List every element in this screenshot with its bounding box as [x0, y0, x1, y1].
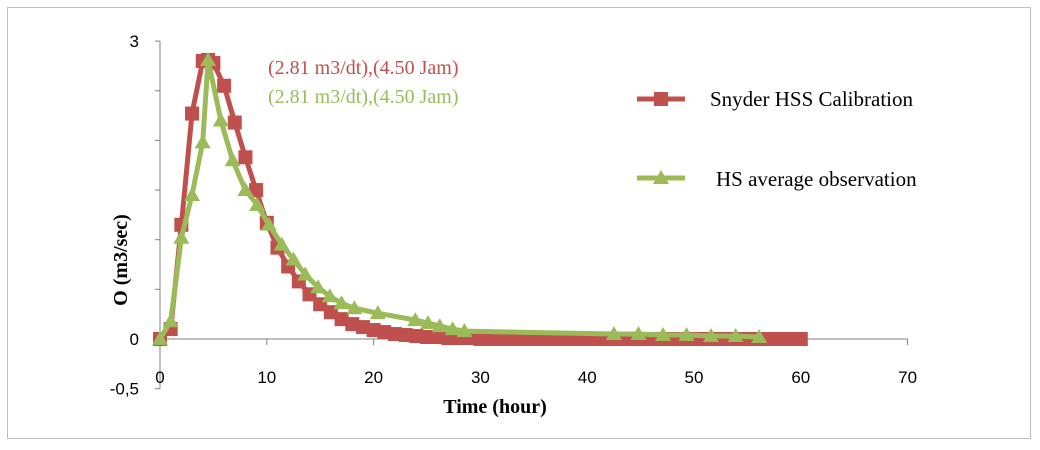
data-point-triangle: [237, 182, 254, 197]
legend-marker-snyder: [654, 92, 668, 106]
data-point-square: [398, 328, 413, 343]
legend-label-snyder: Snyder HSS Calibration: [710, 87, 913, 111]
data-point-triangle: [431, 318, 448, 333]
data-point-square: [420, 330, 434, 345]
y-tick-label: -0,5: [110, 380, 139, 399]
data-point-square: [484, 332, 499, 346]
x-axis-title: Time (hour): [443, 396, 547, 418]
data-point-square: [217, 78, 232, 93]
x-tick-label: 20: [364, 368, 383, 387]
tick-labels: 0 10 20 30 40 50 60 70 -0,5 0 3: [110, 32, 917, 399]
data-point-triangle: [420, 315, 437, 330]
data-point-square: [238, 150, 253, 165]
data-point-square: [526, 332, 541, 346]
data-point-square: [345, 317, 360, 332]
data-point-triangle: [751, 329, 768, 344]
legend: Snyder HSS Calibration HS average observ…: [637, 87, 917, 191]
y-axis-title: O (m3/sec): [110, 214, 132, 306]
data-point-triangle: [369, 305, 386, 320]
data-point-square: [772, 332, 787, 346]
y-tick-label: 3: [130, 32, 139, 51]
x-tick-label: 0: [155, 368, 164, 387]
data-point-square: [505, 332, 520, 346]
data-point-triangle: [605, 326, 622, 341]
annotation-observation: (2.81 m3/dt),(4.50 Jam): [268, 86, 459, 108]
data-point-triangle: [444, 321, 461, 336]
data-point-triangle: [297, 266, 314, 281]
data-point-triangle: [162, 313, 179, 328]
x-tick-label: 50: [685, 368, 704, 387]
data-point-square: [227, 115, 242, 130]
data-point-square: [409, 329, 424, 344]
data-point-triangle: [407, 312, 424, 327]
data-point-triangle: [703, 328, 720, 343]
series-line: [157, 57, 760, 341]
series-layer: [152, 51, 808, 346]
data-point-square: [185, 106, 200, 121]
data-point-triangle: [630, 326, 647, 341]
data-point-triangle: [273, 236, 290, 251]
data-point-triangle: [285, 251, 302, 266]
x-tick-label: 10: [257, 368, 276, 387]
data-point-triangle: [200, 51, 217, 66]
x-tick-label: 30: [471, 368, 490, 387]
data-point-square: [377, 325, 392, 340]
data-point-square: [793, 332, 808, 346]
data-point-square: [334, 312, 349, 327]
data-point-square: [548, 332, 563, 346]
data-point-square: [387, 327, 402, 342]
data-point-triangle: [333, 295, 350, 310]
data-point-triangle: [727, 328, 744, 343]
legend-marker-observation: [653, 170, 669, 184]
data-point-triangle: [321, 288, 338, 303]
data-point-triangle: [655, 327, 672, 342]
data-point-triangle: [346, 300, 363, 315]
series-observation: [152, 51, 768, 345]
legend-label-observation: HS average observation: [716, 167, 917, 191]
data-point-square: [473, 332, 488, 346]
data-point-triangle: [184, 187, 201, 202]
data-point-square: [249, 183, 264, 198]
data-point-triangle: [260, 216, 277, 231]
y-tick-label: 0: [130, 330, 139, 349]
data-point-triangle: [224, 152, 241, 167]
data-point-triangle: [310, 279, 327, 294]
data-point-triangle: [173, 229, 190, 244]
data-point-triangle: [249, 196, 266, 211]
data-point-square: [516, 332, 531, 346]
data-point-square: [537, 332, 552, 346]
x-tick-label: 70: [898, 368, 917, 387]
data-point-square: [430, 330, 445, 345]
legend-item-snyder: Snyder HSS Calibration: [637, 87, 913, 111]
x-tick-label: 40: [578, 368, 597, 387]
legend-item-observation: HS average observation: [637, 167, 917, 191]
annotation-snyder: (2.81 m3/dt),(4.50 Jam): [268, 57, 459, 79]
data-point-triangle: [212, 112, 229, 127]
data-point-square: [783, 332, 798, 346]
data-point-square: [366, 323, 381, 338]
data-point-square: [355, 320, 370, 335]
data-point-triangle: [678, 327, 695, 342]
data-point-triangle: [456, 323, 473, 338]
data-point-square: [494, 332, 509, 346]
x-tick-label: 60: [791, 368, 810, 387]
data-point-triangle: [152, 331, 168, 345]
data-point-triangle: [194, 134, 211, 149]
